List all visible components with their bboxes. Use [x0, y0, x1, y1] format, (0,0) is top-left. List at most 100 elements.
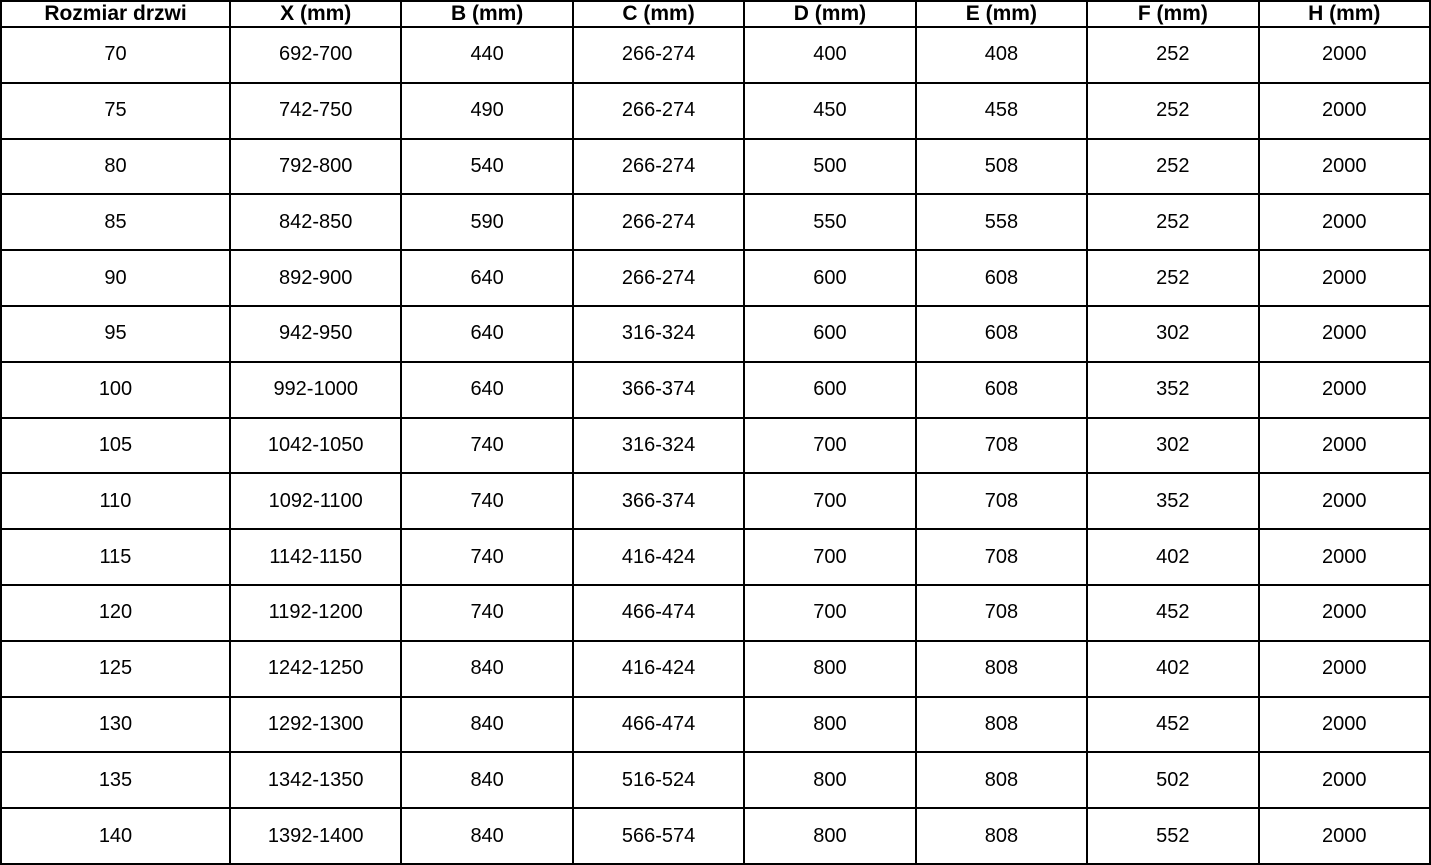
- table-cell: 140: [0, 807, 231, 865]
- table-cell: 700: [743, 472, 917, 531]
- table-cell: 110: [0, 472, 231, 531]
- table-cell: 808: [914, 751, 1089, 810]
- table-cell: 808: [914, 807, 1089, 865]
- table-cell: 516-524: [571, 751, 746, 810]
- table-cell: 316-324: [571, 304, 746, 363]
- table-cell: 566-574: [571, 807, 746, 865]
- table-cell: 640: [400, 249, 574, 307]
- table-row: 115 1142-1150 740 416-424 700 708 402 2000: [0, 528, 1431, 586]
- table-cell: 2000: [1257, 583, 1431, 642]
- column-header-7: H (mm): [1257, 0, 1431, 28]
- table-cell: 416-424: [571, 639, 746, 698]
- table-cell: 2000: [1257, 137, 1431, 196]
- table-cell: 840: [400, 695, 574, 754]
- table-cell: 1242-1250: [228, 639, 403, 698]
- table-cell: 266-274: [571, 81, 746, 140]
- table-cell: 252: [1086, 81, 1260, 140]
- table-cell: 740: [400, 472, 574, 531]
- table-cell: 440: [400, 26, 574, 84]
- table-cell: 590: [400, 193, 574, 252]
- table-cell: 2000: [1257, 193, 1431, 252]
- table-cell: 2000: [1257, 695, 1431, 754]
- table-cell: 708: [914, 472, 1089, 531]
- table-cell: 800: [743, 695, 917, 754]
- table-cell: 130: [0, 695, 231, 754]
- table-cell: 740: [400, 416, 574, 475]
- table-cell: 600: [743, 360, 917, 419]
- table-row: 80 792-800 540 266-274 500 508 252 2000: [0, 137, 1431, 196]
- table-cell: 552: [1086, 807, 1260, 865]
- table-cell: 1342-1350: [228, 751, 403, 810]
- column-header-2: B (mm): [400, 0, 574, 28]
- table-cell: 450: [743, 81, 917, 140]
- table-row: 75 742-750 490 266-274 450 458 252 2000: [0, 81, 1431, 140]
- table-cell: 842-850: [228, 193, 403, 252]
- table-cell: 640: [400, 360, 574, 419]
- table-cell: 508: [914, 137, 1089, 196]
- table-cell: 266-274: [571, 193, 746, 252]
- table-cell: 95: [0, 304, 231, 363]
- table-cell: 120: [0, 583, 231, 642]
- table-cell: 90: [0, 249, 231, 307]
- table-cell: 1392-1400: [228, 807, 403, 865]
- table-cell: 252: [1086, 249, 1260, 307]
- table-cell: 808: [914, 639, 1089, 698]
- table-cell: 800: [743, 807, 917, 865]
- table-cell: 792-800: [228, 137, 403, 196]
- column-header-3: C (mm): [571, 0, 746, 28]
- column-header-5: E (mm): [914, 0, 1089, 28]
- table-cell: 452: [1086, 695, 1260, 754]
- table-cell: 992-1000: [228, 360, 403, 419]
- table-row: 135 1342-1350 840 516-524 800 808 502 2000: [0, 751, 1431, 810]
- table-cell: 458: [914, 81, 1089, 140]
- table-cell: 700: [743, 583, 917, 642]
- table-cell: 1142-1150: [228, 528, 403, 586]
- table-row: 100 992-1000 640 366-374 600 608 352 2000: [0, 360, 1431, 419]
- table-cell: 2000: [1257, 472, 1431, 531]
- table-cell: 115: [0, 528, 231, 586]
- table-cell: 252: [1086, 193, 1260, 252]
- table-cell: 75: [0, 81, 231, 140]
- table-cell: 540: [400, 137, 574, 196]
- table-cell: 2000: [1257, 528, 1431, 586]
- table-cell: 502: [1086, 751, 1260, 810]
- table-cell: 2000: [1257, 751, 1431, 810]
- table-cell: 266-274: [571, 137, 746, 196]
- table-cell: 708: [914, 416, 1089, 475]
- table-cell: 466-474: [571, 583, 746, 642]
- table-row: 85 842-850 590 266-274 550 558 252 2000: [0, 193, 1431, 252]
- table-cell: 942-950: [228, 304, 403, 363]
- table-cell: 708: [914, 528, 1089, 586]
- table-cell: 2000: [1257, 360, 1431, 419]
- table-cell: 608: [914, 360, 1089, 419]
- table-cell: 2000: [1257, 81, 1431, 140]
- table-cell: 466-474: [571, 695, 746, 754]
- table-cell: 692-700: [228, 26, 403, 84]
- table-cell: 70: [0, 26, 231, 84]
- table-cell: 266-274: [571, 26, 746, 84]
- table-cell: 740: [400, 528, 574, 586]
- table-cell: 500: [743, 137, 917, 196]
- table-row: 125 1242-1250 840 416-424 800 808 402 2000: [0, 639, 1431, 698]
- table-cell: 1042-1050: [228, 416, 403, 475]
- table-cell: 892-900: [228, 249, 403, 307]
- table-row: 110 1092-1100 740 366-374 700 708 352 2000: [0, 472, 1431, 531]
- table-cell: 85: [0, 193, 231, 252]
- table-cell: 840: [400, 807, 574, 865]
- table-cell: 600: [743, 249, 917, 307]
- table-row: 95 942-950 640 316-324 600 608 302 2000: [0, 304, 1431, 363]
- table-cell: 840: [400, 751, 574, 810]
- table-cell: 452: [1086, 583, 1260, 642]
- table-cell: 366-374: [571, 472, 746, 531]
- table-cell: 366-374: [571, 360, 746, 419]
- table-cell: 105: [0, 416, 231, 475]
- table-cell: 640: [400, 304, 574, 363]
- table-cell: 700: [743, 416, 917, 475]
- table-cell: 408: [914, 26, 1089, 84]
- table-cell: 316-324: [571, 416, 746, 475]
- table-cell: 808: [914, 695, 1089, 754]
- table-cell: 608: [914, 249, 1089, 307]
- table-cell: 352: [1086, 472, 1260, 531]
- table-cell: 252: [1086, 26, 1260, 84]
